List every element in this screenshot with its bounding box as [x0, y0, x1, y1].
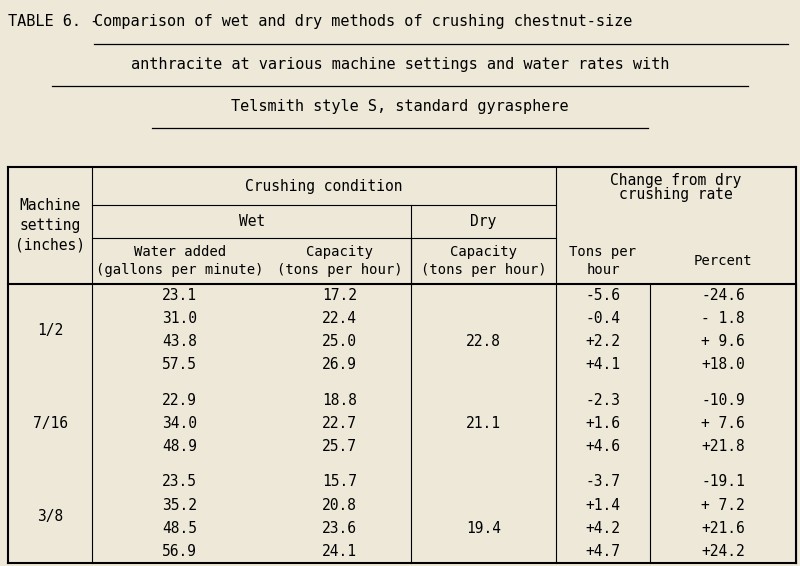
Text: 3/8: 3/8: [37, 509, 63, 524]
Text: +4.2: +4.2: [586, 521, 621, 536]
Text: 26.9: 26.9: [322, 358, 357, 372]
Text: -3.7: -3.7: [586, 474, 621, 489]
Text: 22.7: 22.7: [322, 416, 357, 431]
Text: +24.2: +24.2: [702, 544, 745, 559]
Text: crushing rate: crushing rate: [619, 187, 733, 202]
Text: +21.8: +21.8: [702, 439, 745, 454]
Text: +21.6: +21.6: [702, 521, 745, 536]
Text: Capacity
(tons per hour): Capacity (tons per hour): [421, 245, 546, 277]
Text: 23.1: 23.1: [162, 288, 198, 303]
Text: +4.6: +4.6: [586, 439, 621, 454]
Text: +2.2: +2.2: [586, 335, 621, 349]
Text: -5.6: -5.6: [586, 288, 621, 303]
Text: 43.8: 43.8: [162, 335, 198, 349]
Text: anthracite at various machine settings and water rates with: anthracite at various machine settings a…: [131, 57, 669, 72]
Text: +4.1: +4.1: [586, 358, 621, 372]
Text: 1/2: 1/2: [37, 323, 63, 337]
Text: 56.9: 56.9: [162, 544, 198, 559]
Text: -0.4: -0.4: [586, 311, 621, 326]
Text: Comparison of wet and dry methods of crushing chestnut-size: Comparison of wet and dry methods of cru…: [94, 14, 633, 29]
Text: 24.1: 24.1: [322, 544, 357, 559]
Text: 7/16: 7/16: [33, 416, 68, 431]
Text: Crushing condition: Crushing condition: [246, 179, 402, 194]
Text: +1.6: +1.6: [586, 416, 621, 431]
Text: TABLE 6. -: TABLE 6. -: [8, 14, 108, 29]
Text: 18.8: 18.8: [322, 393, 357, 408]
Text: + 9.6: + 9.6: [702, 335, 745, 349]
Text: 34.0: 34.0: [162, 416, 198, 431]
Text: 23.5: 23.5: [162, 474, 198, 489]
Text: Telsmith style S, standard gyrasphere: Telsmith style S, standard gyrasphere: [231, 99, 569, 114]
Text: -19.1: -19.1: [702, 474, 745, 489]
Text: 19.4: 19.4: [466, 521, 501, 536]
Text: +1.4: +1.4: [586, 498, 621, 512]
Text: 57.5: 57.5: [162, 358, 198, 372]
Text: Dry: Dry: [470, 215, 497, 229]
Text: 22.4: 22.4: [322, 311, 357, 326]
Text: 31.0: 31.0: [162, 311, 198, 326]
Text: + 7.6: + 7.6: [702, 416, 745, 431]
Text: 20.8: 20.8: [322, 498, 357, 512]
Text: Change from dry: Change from dry: [610, 173, 742, 188]
Text: 22.9: 22.9: [162, 393, 198, 408]
Text: Water added
(gallons per minute): Water added (gallons per minute): [96, 245, 263, 277]
Text: 48.5: 48.5: [162, 521, 198, 536]
Text: 17.2: 17.2: [322, 288, 357, 303]
Text: Wet: Wet: [238, 215, 265, 229]
Text: 35.2: 35.2: [162, 498, 198, 512]
Text: Machine
setting
(inches): Machine setting (inches): [15, 198, 85, 252]
Text: -24.6: -24.6: [702, 288, 745, 303]
Text: 21.1: 21.1: [466, 416, 501, 431]
Text: Capacity
(tons per hour): Capacity (tons per hour): [277, 245, 402, 277]
Text: Percent: Percent: [694, 254, 753, 268]
Text: + 7.2: + 7.2: [702, 498, 745, 512]
Text: - 1.8: - 1.8: [702, 311, 745, 326]
Text: 23.6: 23.6: [322, 521, 357, 536]
Text: 15.7: 15.7: [322, 474, 357, 489]
Text: 22.8: 22.8: [466, 335, 501, 349]
Text: 48.9: 48.9: [162, 439, 198, 454]
Text: Tons per
hour: Tons per hour: [570, 245, 637, 277]
Text: -10.9: -10.9: [702, 393, 745, 408]
Text: -2.3: -2.3: [586, 393, 621, 408]
Text: +18.0: +18.0: [702, 358, 745, 372]
Text: 25.7: 25.7: [322, 439, 357, 454]
Text: +4.7: +4.7: [586, 544, 621, 559]
Text: 25.0: 25.0: [322, 335, 357, 349]
